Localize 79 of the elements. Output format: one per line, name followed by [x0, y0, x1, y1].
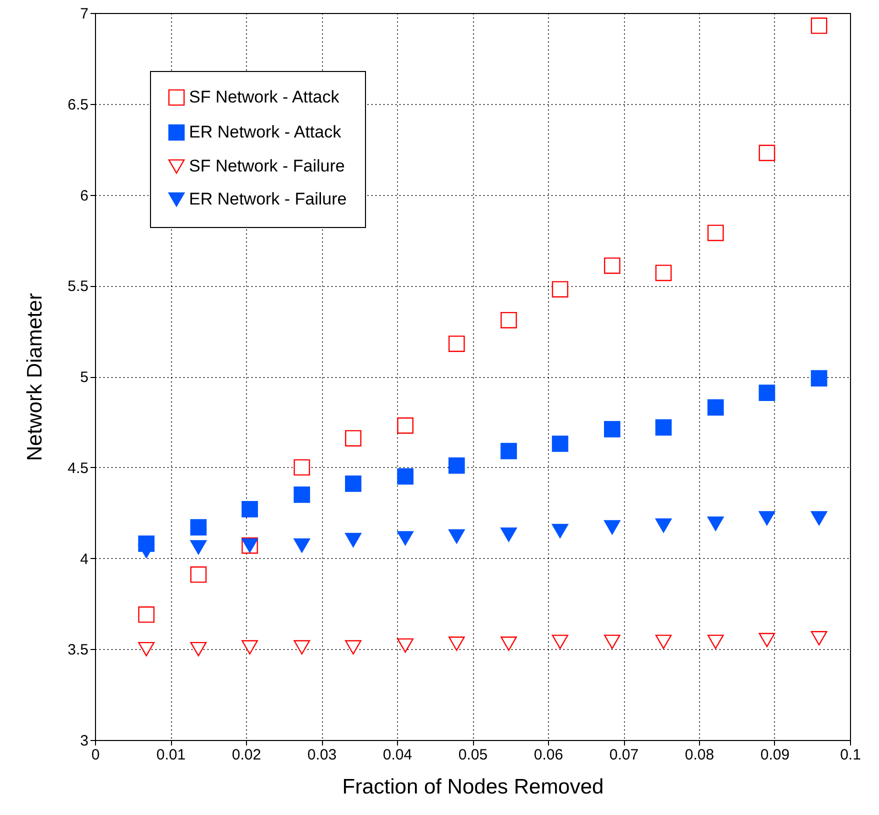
- x-axis-title: Fraction of Nodes Removed: [342, 776, 604, 798]
- point: [552, 634, 568, 650]
- point: [138, 606, 155, 623]
- x-tick-label: 0.05: [458, 746, 488, 764]
- point: [500, 312, 517, 328]
- point: [655, 634, 672, 650]
- x-tick-label: 0.01: [156, 746, 186, 764]
- y-tick-label: 6.5: [68, 96, 88, 114]
- y-tick-label: 4.5: [68, 460, 88, 477]
- legend-label: SF Network - Failure: [189, 156, 345, 176]
- point: [397, 638, 414, 653]
- point: [552, 524, 568, 538]
- x-tick-label: 0: [91, 746, 100, 764]
- y-tick-label: 3.5: [68, 642, 88, 659]
- y-axis-title: Network Diameter: [24, 292, 47, 462]
- point: [500, 442, 517, 460]
- point: [810, 511, 828, 526]
- point: [552, 281, 568, 298]
- y-tick-label: 5: [80, 369, 88, 386]
- point: [345, 476, 362, 492]
- x-tick-label: 0.09: [760, 746, 790, 764]
- point: [190, 566, 207, 583]
- y-tick-label: 5.5: [68, 278, 88, 296]
- point: [448, 636, 465, 651]
- legend-label: SF Network - Attack: [189, 88, 340, 106]
- point: [655, 518, 672, 533]
- point: [294, 640, 310, 654]
- point: [242, 640, 258, 654]
- point: [397, 531, 414, 546]
- point: [810, 370, 828, 386]
- point: [242, 500, 258, 518]
- x-tick-label: 0.08: [684, 746, 714, 764]
- point: [604, 421, 620, 438]
- point: [707, 224, 724, 242]
- point: [397, 468, 414, 485]
- point: [448, 457, 465, 474]
- point: [655, 264, 672, 282]
- x-tick-label: 0.03: [307, 746, 337, 764]
- point: [294, 459, 310, 476]
- point: [190, 519, 207, 536]
- point: [190, 540, 207, 555]
- point: [138, 642, 155, 656]
- point: [190, 642, 207, 656]
- legend-label: ER Network - Attack: [189, 122, 342, 142]
- x-tick-label: 0.1: [840, 746, 861, 764]
- point: [448, 336, 465, 352]
- point: [604, 520, 620, 535]
- point: [758, 144, 776, 162]
- y-tick-label: 7: [80, 6, 88, 22]
- point: [294, 486, 310, 503]
- x-tick-label: 0.07: [609, 746, 639, 764]
- point: [810, 631, 828, 646]
- y-tick-label: 3: [80, 732, 88, 750]
- point: [345, 532, 362, 548]
- point: [294, 538, 310, 553]
- point: [707, 516, 724, 531]
- point: [448, 529, 465, 544]
- point: [500, 636, 517, 651]
- point: [758, 632, 776, 648]
- point: [500, 527, 517, 542]
- point: [758, 511, 776, 526]
- point: [397, 417, 414, 434]
- point: [758, 384, 776, 402]
- point: [345, 640, 362, 654]
- point: [604, 634, 620, 650]
- point: [604, 257, 620, 274]
- x-tick-label: 0.06: [534, 746, 564, 764]
- y-tick-label: 6: [80, 187, 88, 204]
- point: [810, 18, 828, 34]
- point: [345, 430, 362, 446]
- x-tick-label: 0.04: [382, 746, 412, 764]
- point: [707, 399, 724, 416]
- point: [138, 544, 155, 558]
- point: [552, 436, 568, 452]
- x-tick-label: 0.02: [232, 746, 262, 764]
- point: [655, 419, 672, 436]
- point: [707, 634, 724, 650]
- legend-label: ER Network - Failure: [189, 190, 347, 208]
- y-tick-label: 4: [80, 550, 88, 568]
